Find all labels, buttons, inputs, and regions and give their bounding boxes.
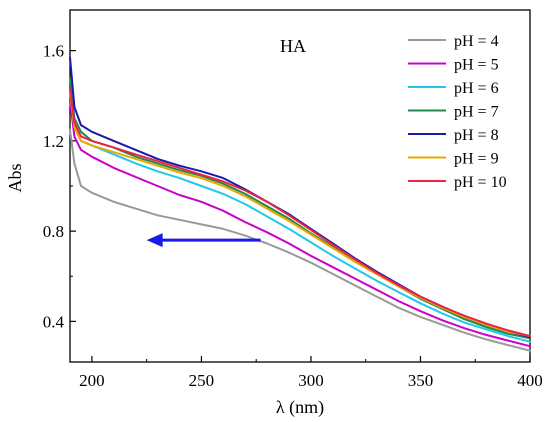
legend-label: pH = 5 — [454, 57, 499, 74]
series-line-ph-6 — [69, 90, 531, 343]
y-tick-label: 0.4 — [43, 312, 65, 331]
legend-label: pH = 8 — [454, 127, 499, 144]
x-tick-label: 400 — [517, 371, 543, 390]
shift-arrow-head — [146, 233, 163, 248]
legend-label: pH = 6 — [454, 80, 499, 97]
legend: pH = 4 pH = 5 pH = 6 pH = 7 pH = 8 pH = 9 pH =… — [408, 33, 507, 191]
legend-label: pH = 10 — [454, 174, 507, 191]
series-line-ph-9 — [69, 90, 531, 338]
series-line-ph-5 — [69, 99, 531, 348]
series-line-ph-4 — [69, 128, 531, 352]
y-tick-label: 1.6 — [43, 42, 64, 61]
legend-label: pH = 9 — [454, 151, 499, 168]
arrow-layer — [146, 233, 261, 248]
chart-annotation: HA — [280, 36, 306, 56]
y-tick-label: 0.8 — [43, 222, 64, 241]
x-tick-label: 250 — [189, 371, 215, 390]
series-line-ph-10 — [69, 88, 531, 338]
x-axis: 200 250 300 350 400 — [79, 356, 543, 390]
x-axis-label: λ (nm) — [276, 397, 324, 418]
y-axis: 0.4 0.8 1.2 1.6 — [43, 42, 76, 331]
y-axis-label: Abs — [5, 163, 25, 192]
legend-label: pH = 7 — [454, 104, 499, 121]
x-tick-label: 200 — [79, 371, 105, 390]
y-tick-label: 1.2 — [43, 132, 64, 151]
x-tick-label: 350 — [408, 371, 434, 390]
x-tick-label: 300 — [298, 371, 324, 390]
legend-label: pH = 4 — [454, 33, 499, 50]
series-lines — [69, 56, 531, 352]
series-line-ph-8 — [69, 56, 531, 339]
